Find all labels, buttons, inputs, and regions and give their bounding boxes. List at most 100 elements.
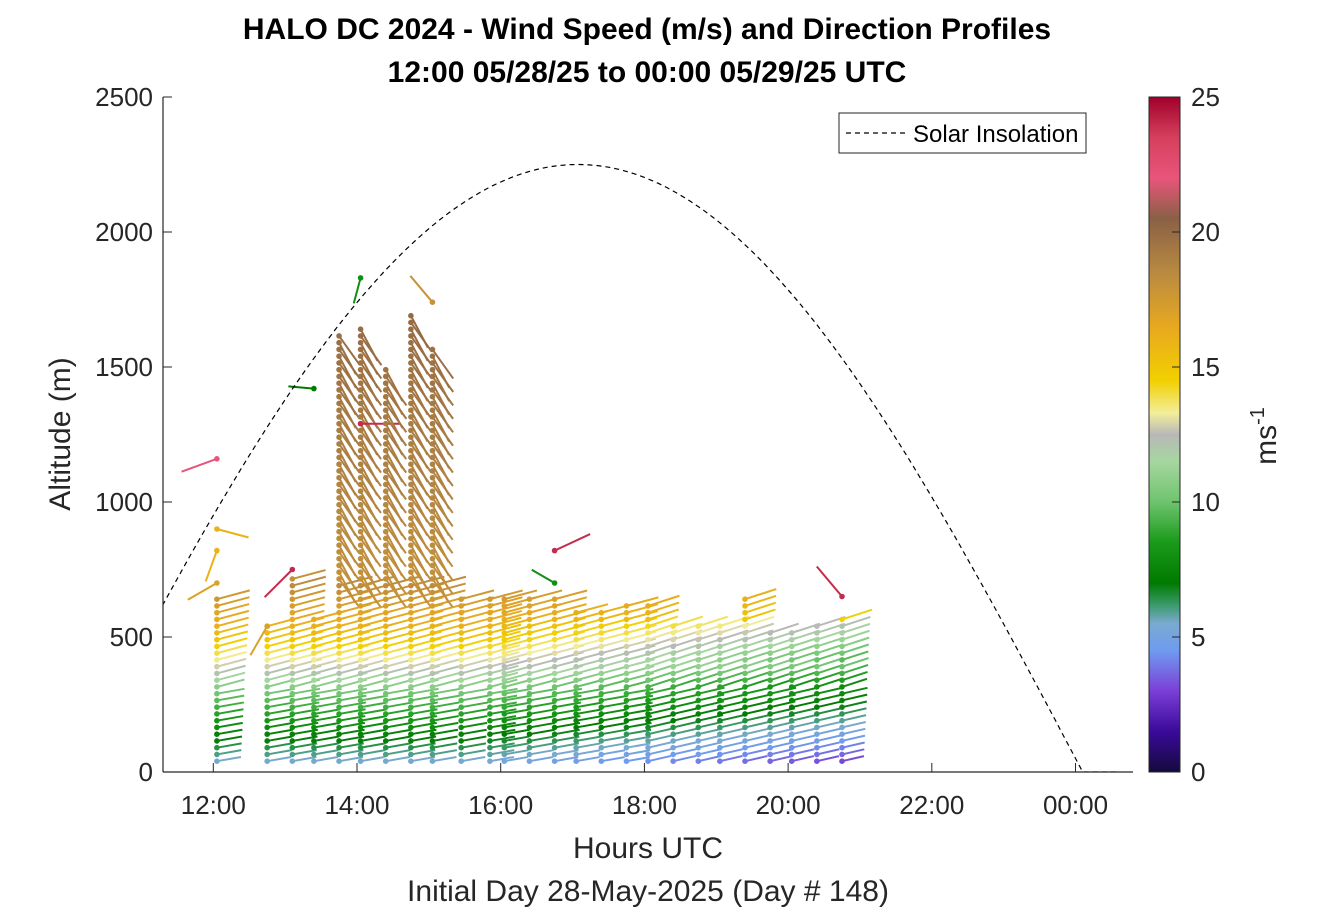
colorbar-tick-label: 5	[1191, 622, 1205, 652]
wind-barb-point	[264, 758, 270, 764]
wind-barb-point	[408, 650, 414, 656]
wind-barb-point	[429, 589, 436, 596]
wind-barb-shaft	[216, 678, 245, 688]
wind-barb-shaft	[384, 531, 403, 563]
wind-barb-point	[336, 555, 342, 562]
wind-barb-point	[336, 360, 342, 366]
wind-barb-point	[214, 684, 220, 690]
y-tick-label: 2000	[95, 217, 153, 247]
wind-barb-shaft	[601, 687, 629, 695]
wind-barb-point	[695, 657, 702, 663]
wind-barb-shaft	[359, 423, 379, 456]
wind-barb-point	[336, 549, 342, 555]
wind-barb-point	[573, 758, 579, 764]
wind-barb-point	[551, 616, 558, 623]
wind-barb-shaft	[292, 708, 320, 715]
wind-barb-point	[717, 670, 723, 677]
wind-barb-point	[742, 630, 748, 636]
wind-barb-shaft	[338, 517, 357, 550]
wind-barb-shaft	[554, 756, 579, 763]
wind-barb-point	[357, 407, 364, 414]
wind-barb-point	[839, 670, 845, 677]
wind-barb-point	[382, 589, 389, 596]
wind-barb-point	[458, 596, 464, 602]
wind-barb-shaft	[384, 558, 403, 590]
wind-barb-shaft	[359, 450, 378, 483]
wind-barb-point	[382, 447, 389, 454]
wind-barb-point	[645, 758, 651, 764]
wind-barb-shaft	[601, 722, 627, 729]
wind-barb-point	[264, 684, 270, 690]
wind-barb-point	[429, 481, 436, 488]
wind-barb-shaft	[338, 342, 357, 375]
wind-barb-shaft	[410, 701, 439, 709]
colorbar: 0 5 10 15 20 25 ms-1	[1148, 82, 1283, 787]
wind-barb-point	[551, 758, 558, 764]
wind-barb-shaft	[338, 463, 357, 496]
wind-barb-point	[408, 670, 414, 677]
wind-barb-point	[551, 684, 558, 690]
wind-barb-point	[429, 414, 436, 420]
wind-barb-isolated-point	[214, 547, 220, 554]
wind-barb-shaft	[267, 708, 294, 715]
wind-barb-point	[501, 636, 508, 643]
wind-barb-point	[487, 623, 493, 629]
wind-barb-point	[598, 738, 605, 744]
wind-barb-point	[670, 657, 676, 663]
wind-barb-point	[623, 704, 630, 710]
wind-barb-point	[598, 616, 605, 623]
wind-barb-point	[623, 731, 630, 737]
wind-barb-shaft	[791, 720, 816, 729]
wind-barb-point	[814, 623, 820, 629]
wind-barb-shaft	[529, 708, 556, 715]
wind-barb-point	[526, 724, 533, 731]
wind-barb-point	[357, 623, 364, 629]
wind-barb-point	[573, 609, 579, 616]
wind-barb-shaft	[744, 714, 770, 722]
wind-barb-point	[382, 427, 389, 434]
wind-barb-shaft	[410, 531, 429, 563]
wind-barb-point	[289, 738, 296, 744]
legend-box	[838, 112, 1087, 154]
wind-barb-shaft	[841, 643, 870, 655]
wind-barb-point	[501, 711, 508, 717]
wind-barb-point	[311, 636, 317, 643]
wind-barb-point	[717, 630, 723, 636]
wind-barb-point	[458, 684, 464, 690]
wind-barb-point	[336, 339, 342, 346]
wind-barb-point	[526, 731, 533, 737]
wind-barb-point	[357, 454, 364, 461]
wind-barb-shaft	[769, 741, 794, 749]
wind-barb-point	[382, 603, 389, 609]
wind-barb-point	[487, 677, 493, 683]
wind-barb-point	[670, 731, 676, 737]
wind-barb-point	[429, 650, 436, 656]
wind-barb-point	[408, 501, 414, 508]
wind-barb-shaft	[697, 615, 729, 628]
wind-barb-shaft	[626, 708, 653, 715]
wind-barb-shaft	[719, 677, 746, 688]
wind-barb-point	[429, 670, 436, 677]
wind-barb-shaft	[384, 477, 404, 510]
wind-barb-point	[670, 690, 676, 697]
wind-barb-point	[336, 616, 342, 623]
wind-barb-point	[214, 690, 220, 697]
wind-barb-shaft	[647, 693, 675, 702]
wind-barb-point	[289, 697, 296, 704]
wind-barb-point	[311, 704, 317, 710]
wind-barb-point	[382, 420, 389, 427]
wind-barb-point	[382, 738, 389, 744]
wind-barb-point	[429, 738, 436, 744]
wind-barb-point	[717, 690, 723, 697]
wind-barb-shaft	[816, 755, 840, 763]
wind-barb-point	[814, 758, 820, 764]
wind-barb-shaft	[384, 409, 404, 442]
wind-barb-shaft	[431, 382, 451, 416]
wind-barb-point	[551, 630, 558, 636]
wind-barb-shaft	[841, 629, 870, 641]
wind-barb-isolated-point	[214, 580, 220, 586]
wind-barb-shaft	[313, 755, 339, 763]
wind-barb-shaft	[504, 687, 532, 695]
wind-barb-shaft	[554, 721, 581, 729]
wind-barb-point	[429, 515, 436, 521]
